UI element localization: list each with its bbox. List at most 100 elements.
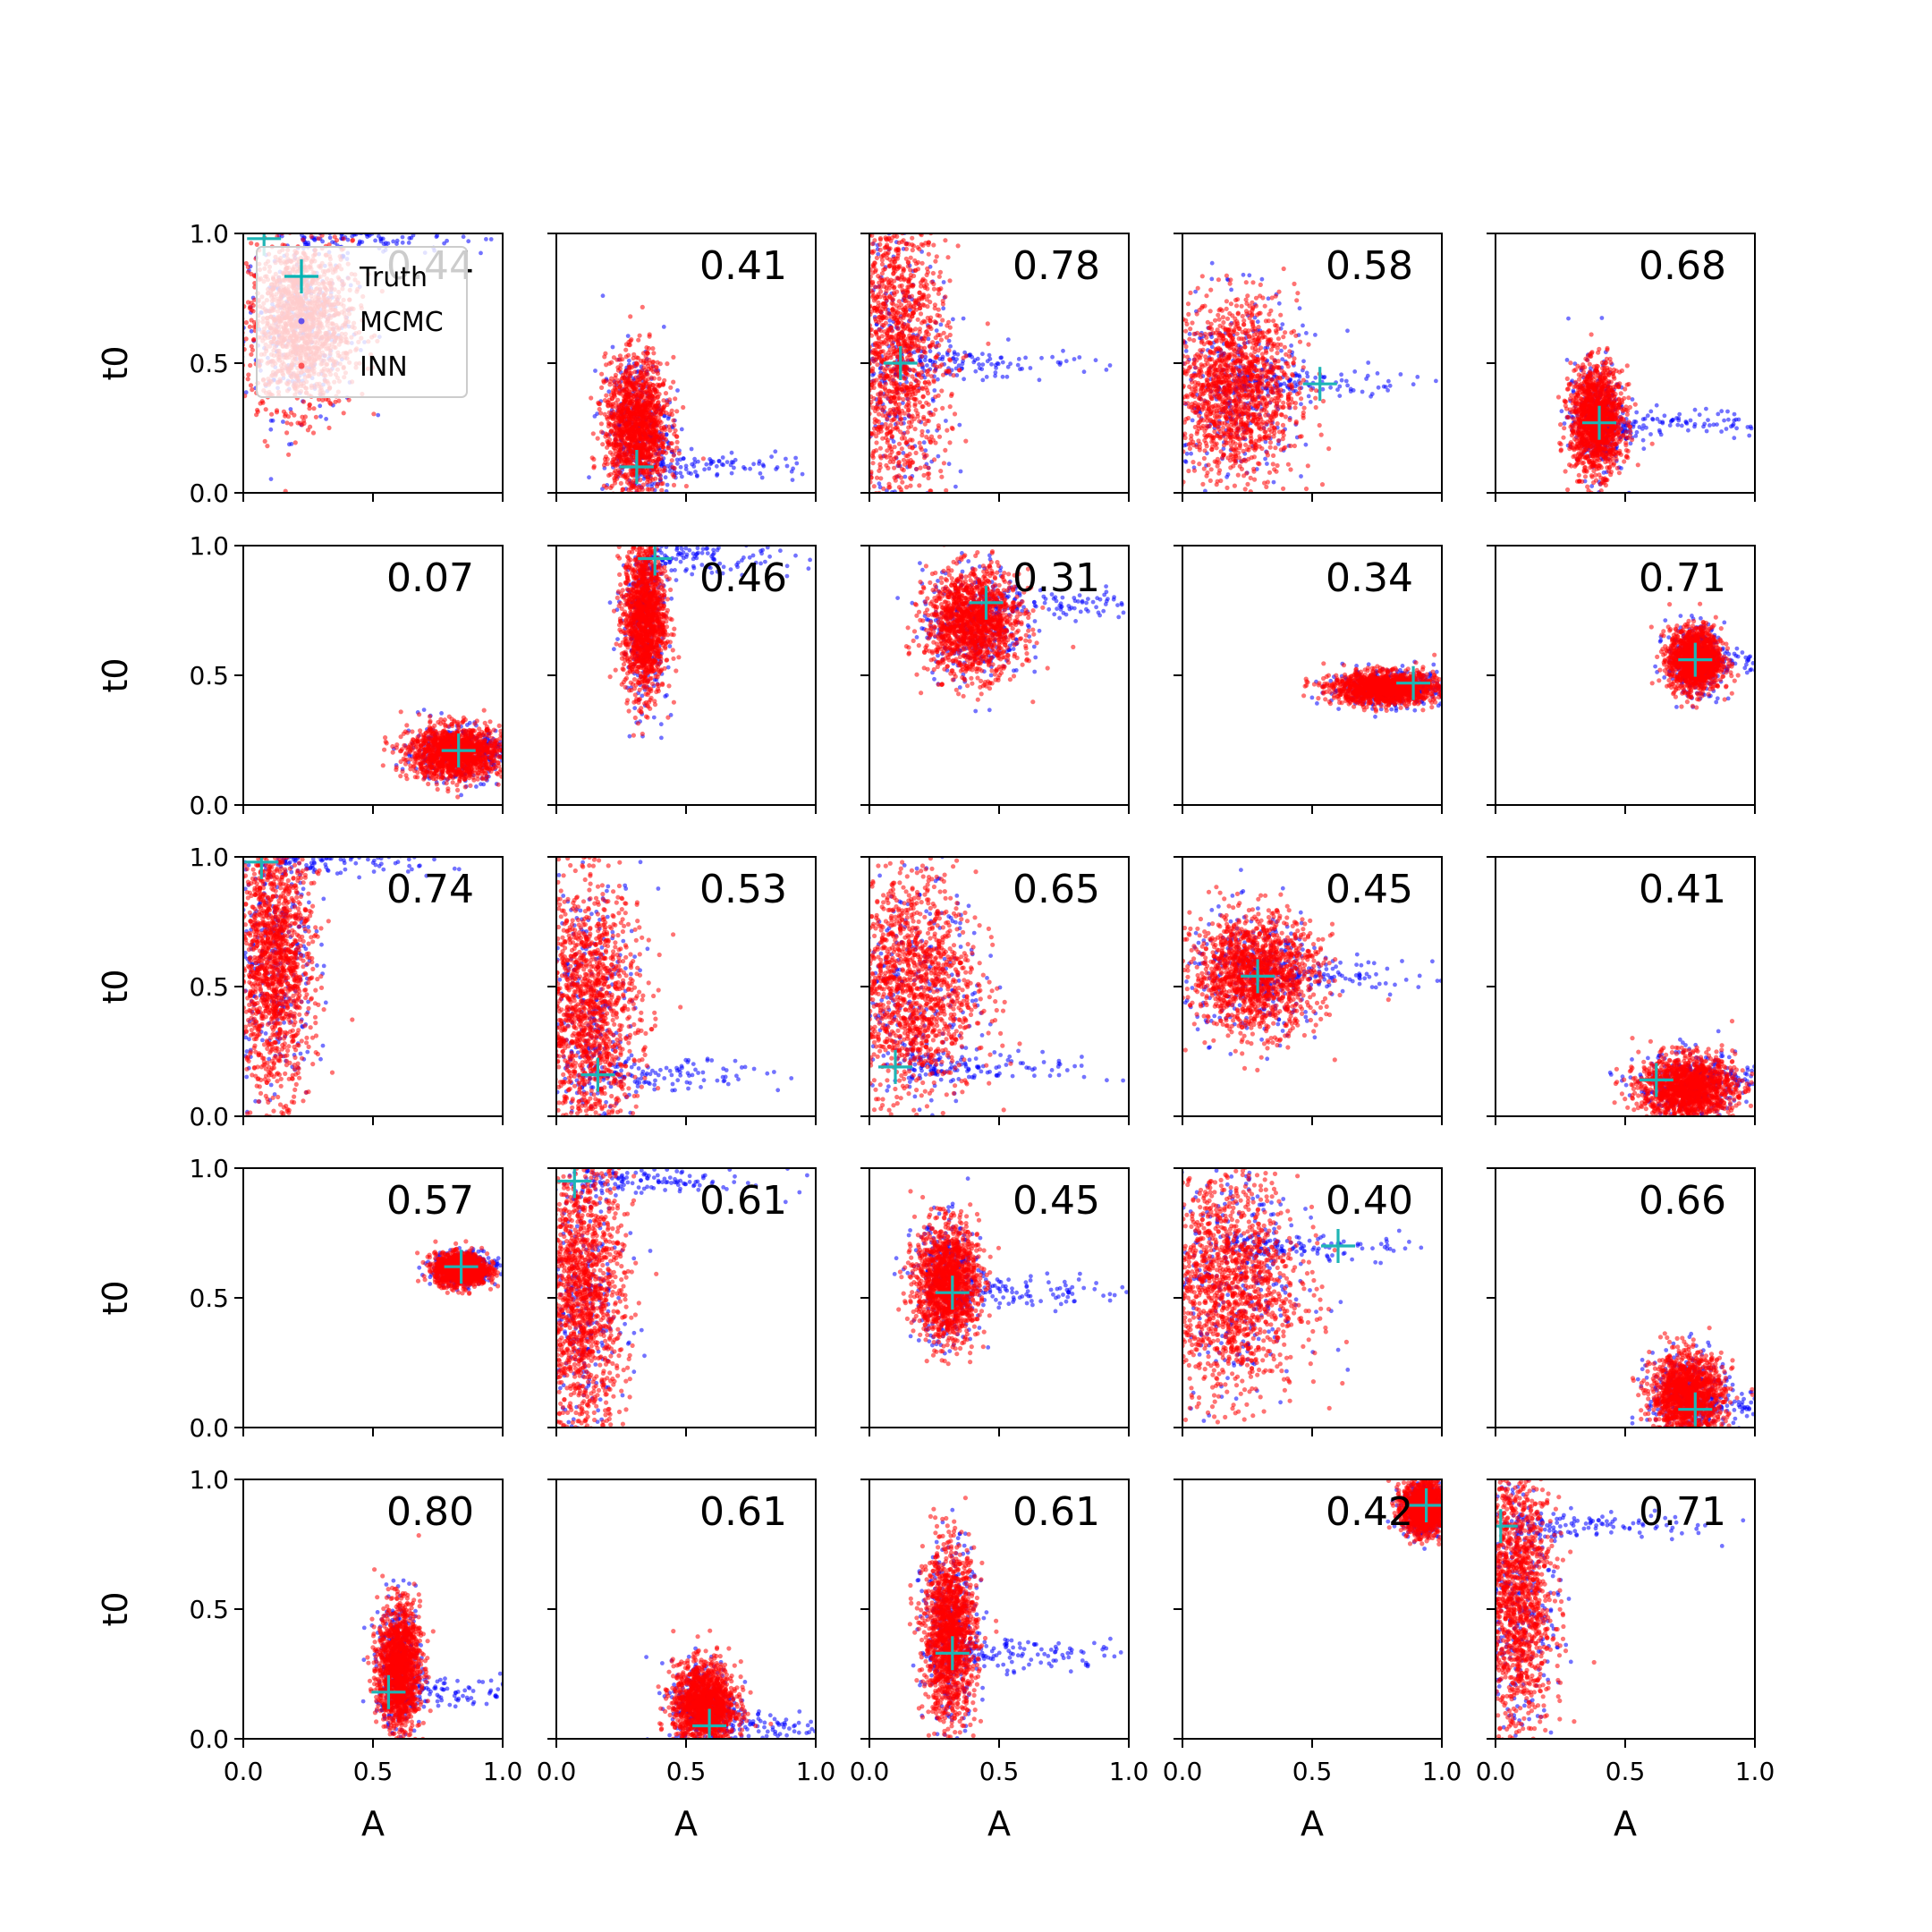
inn-point — [264, 407, 268, 411]
inn-point — [655, 484, 659, 488]
mcmc-point — [801, 472, 805, 477]
inn-point — [674, 409, 679, 413]
inn-point — [637, 485, 641, 489]
mcmc-point — [679, 465, 683, 470]
inn-point — [599, 421, 604, 426]
inn-point — [876, 292, 880, 297]
inn-point — [627, 343, 631, 347]
mcmc-point — [980, 352, 985, 356]
inn-point — [916, 318, 920, 322]
inn-point — [591, 431, 596, 436]
inn-point — [327, 401, 332, 405]
inn-point — [650, 487, 655, 492]
inn-point — [918, 400, 922, 404]
inn-point — [665, 400, 669, 404]
inn-point — [597, 407, 602, 411]
mcmc-point — [707, 467, 711, 471]
inn-point — [606, 473, 611, 478]
inn-point — [672, 449, 676, 453]
inn-point — [935, 254, 939, 258]
inn-point — [931, 242, 936, 247]
mcmc-point — [994, 366, 998, 370]
inn-point — [614, 455, 619, 460]
inn-point — [596, 436, 600, 441]
inn-point — [651, 351, 656, 355]
inn-point — [615, 398, 620, 402]
mcmc-point — [271, 419, 275, 423]
mcmc-point — [587, 475, 591, 479]
inn-point — [642, 402, 647, 406]
inn-point — [633, 381, 638, 386]
inn-point — [623, 348, 628, 352]
inn-point — [666, 425, 671, 429]
inn-point — [301, 400, 306, 404]
inn-point — [886, 311, 890, 316]
inn-point — [631, 386, 636, 390]
y-tick-label: 0.0 — [189, 479, 229, 508]
mcmc-point — [489, 237, 494, 242]
inn-point — [645, 475, 649, 479]
inn-point — [591, 465, 596, 470]
inn-point — [246, 372, 250, 377]
y-axis-label: t0 — [96, 345, 135, 380]
inn-point — [631, 423, 635, 428]
inn-point — [249, 352, 253, 357]
inn-point — [640, 451, 645, 455]
mcmc-point — [708, 457, 712, 462]
inn-point — [621, 453, 625, 457]
inn-point — [902, 377, 907, 381]
inn-point — [631, 469, 635, 473]
inn-point — [589, 395, 593, 400]
mcmc-point — [680, 475, 684, 479]
mcmc-point — [627, 359, 631, 363]
inn-point — [250, 387, 254, 392]
inn-point — [911, 248, 915, 252]
inn-point — [610, 396, 614, 401]
inn-point — [647, 346, 651, 351]
mcmc-point — [999, 355, 1004, 360]
mcmc-point — [1023, 356, 1028, 360]
inn-point — [248, 325, 252, 329]
inn-point — [620, 487, 624, 492]
mcmc-point — [1005, 375, 1010, 379]
mcmc-point — [922, 440, 927, 445]
inn-point — [925, 286, 929, 291]
inn-point — [599, 429, 604, 434]
inn-point — [605, 445, 609, 450]
inn-point — [937, 435, 942, 439]
mcmc-point — [716, 472, 720, 477]
inn-point — [621, 373, 625, 377]
inn-point — [661, 445, 665, 450]
inn-point — [671, 380, 675, 385]
mcmc-point — [318, 414, 323, 419]
inn-point — [263, 439, 267, 444]
mcmc-point — [784, 457, 788, 462]
mcmc-point — [957, 423, 962, 428]
inn-point — [309, 234, 314, 239]
mcmc-point — [1006, 337, 1011, 342]
inn-point — [673, 396, 677, 401]
inn-point — [940, 406, 945, 411]
mcmc-point — [757, 462, 761, 466]
inn-point — [900, 284, 904, 288]
mcmc-point — [769, 454, 774, 459]
inn-point — [918, 291, 922, 295]
mcmc-point — [725, 460, 730, 464]
inn-point — [347, 398, 352, 402]
mcmc-point — [951, 318, 955, 322]
mcmc-point — [977, 362, 981, 367]
inn-point — [927, 252, 931, 257]
inn-point — [613, 478, 617, 482]
mcmc-point — [328, 235, 333, 240]
mcmc-point — [730, 451, 734, 455]
inn-point — [878, 446, 883, 451]
mcmc-point — [932, 388, 936, 393]
inn-point — [926, 471, 930, 476]
mcmc-point — [794, 462, 799, 466]
inn-point — [623, 459, 628, 463]
inn-point — [659, 488, 664, 493]
inn-point — [610, 411, 614, 416]
inn-point — [878, 248, 883, 252]
mcmc-point — [1029, 366, 1033, 370]
inn-point — [289, 411, 293, 415]
